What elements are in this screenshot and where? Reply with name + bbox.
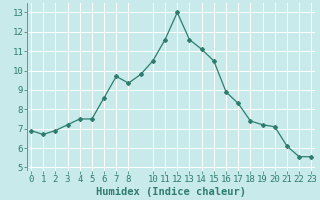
X-axis label: Humidex (Indice chaleur): Humidex (Indice chaleur): [96, 187, 246, 197]
